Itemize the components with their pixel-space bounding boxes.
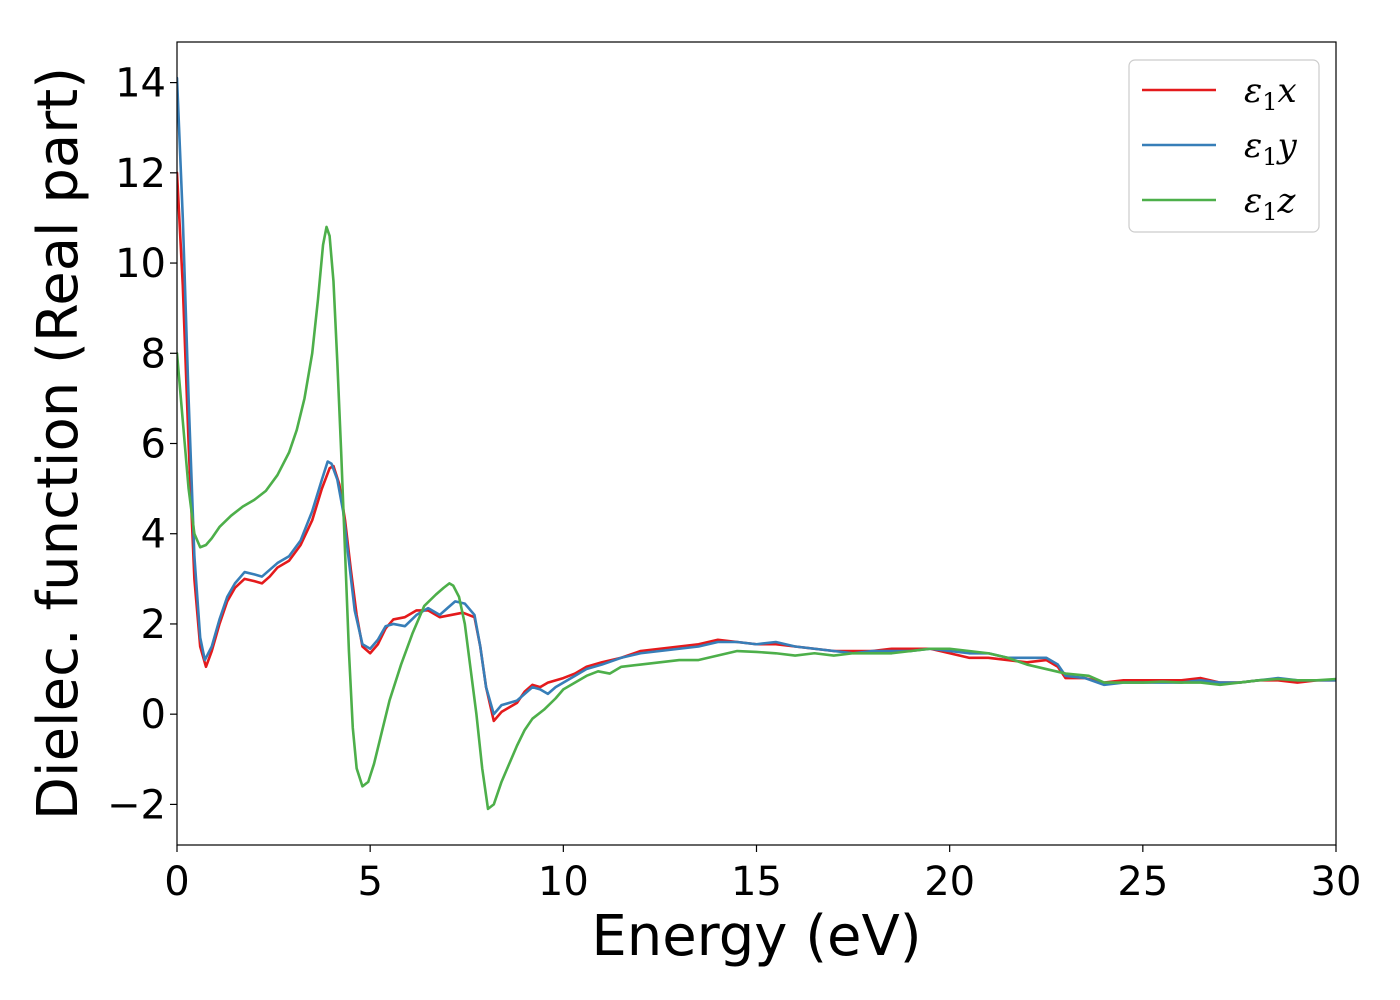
- x-tick-label: 15: [731, 859, 782, 905]
- y-axis-ticks: −2 0 2 4 6 8 10 12 14: [107, 61, 177, 828]
- x-tick-label: 0: [164, 859, 189, 905]
- x-tick-label: 25: [1117, 859, 1168, 905]
- y-tick-label: 2: [141, 602, 166, 648]
- legend-box: [1128, 59, 1320, 233]
- series-line-z: [177, 225, 1336, 811]
- legend-items: ε1x ε1y ε1z: [1142, 71, 1298, 226]
- legend-item-y: ε1y: [1142, 126, 1298, 171]
- legend-label: ε1x: [1244, 71, 1297, 116]
- x-tick-label: 5: [357, 859, 382, 905]
- legend-label: ε1y: [1244, 126, 1298, 171]
- y-tick-label: 6: [141, 422, 166, 468]
- x-axis-title: Energy (eV): [591, 904, 921, 969]
- y-tick-label: 12: [115, 151, 166, 197]
- y-tick-label: 14: [115, 61, 166, 107]
- x-tick-label: 30: [1311, 859, 1362, 905]
- x-axis-ticks: 0 5 10 15 20 25 30: [164, 845, 1361, 905]
- x-tick-label: 10: [538, 859, 589, 905]
- legend-item-x: ε1x: [1142, 71, 1297, 116]
- series-line-x: [177, 171, 1336, 723]
- y-tick-label: −2: [107, 782, 166, 828]
- y-tick-label: 0: [141, 692, 166, 738]
- y-axis-title: Dielec. function (Real part): [26, 67, 91, 820]
- series-line-y: [177, 76, 1336, 716]
- x-tick-label: 20: [924, 859, 975, 905]
- legend-label: ε1z: [1244, 181, 1297, 226]
- series-layer: [177, 76, 1336, 811]
- legend: ε1x ε1y ε1z: [1128, 59, 1320, 233]
- y-tick-label: 4: [141, 512, 166, 558]
- legend-item-z: ε1z: [1142, 181, 1297, 226]
- y-tick-label: 10: [115, 241, 166, 287]
- y-tick-label: 8: [141, 331, 166, 377]
